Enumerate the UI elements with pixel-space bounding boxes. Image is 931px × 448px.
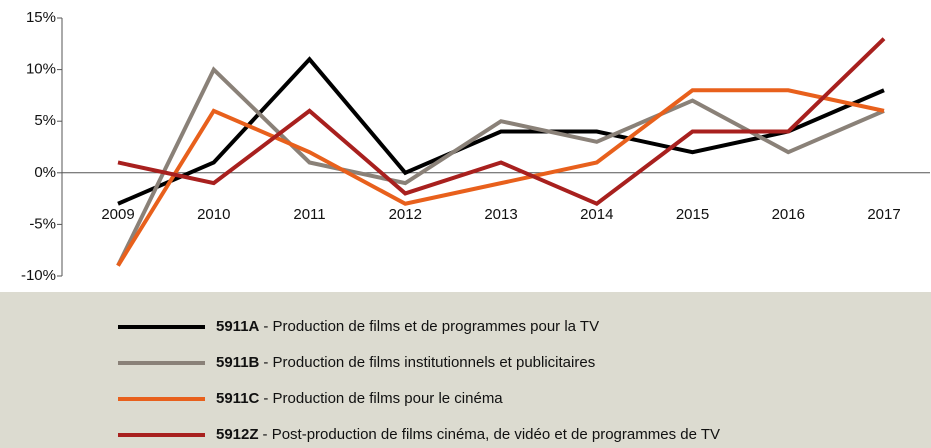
x-tick-label: 2010: [197, 206, 230, 223]
x-tick-label: 2012: [389, 206, 422, 223]
y-tick-label: -10%: [21, 267, 56, 284]
y-tick-label: 10%: [26, 61, 56, 78]
legend-description: - Production de films institutionnels et…: [263, 354, 595, 371]
series-line: [117, 37, 886, 207]
legend-description: - Production de films et de programmes p…: [263, 318, 599, 335]
x-tick-label: 2013: [484, 206, 517, 223]
x-tick-label: 2011: [293, 206, 325, 223]
legend-code: 5911A: [216, 318, 260, 335]
x-tick-label: 2014: [580, 206, 613, 223]
legend-label: 5912Z - Post-production de films cinéma, …: [216, 426, 720, 443]
legend-background: [0, 292, 931, 448]
legend-description: - Post-production de films cinéma, de vi…: [263, 426, 720, 443]
x-tick-label: 2017: [867, 206, 900, 223]
legend-label: 5911B - Production de films institutionne…: [216, 354, 595, 371]
y-tick-label: 0%: [34, 164, 56, 181]
legend-code: 5911C: [216, 390, 260, 407]
legend-label: 5911C - Production de films pour le ciném…: [216, 390, 503, 407]
y-tick-label: 15%: [26, 9, 56, 26]
series-line: [116, 88, 885, 267]
y-tick-label: -5%: [29, 215, 56, 232]
x-tick-label: 2015: [676, 206, 709, 223]
legend-code: 5912Z: [216, 426, 259, 443]
y-tick-label: 5%: [34, 112, 56, 129]
x-tick-label: 2009: [101, 206, 134, 223]
legend-code: 5911B: [216, 354, 260, 371]
legend-description: - Production de films pour le cinéma: [263, 390, 503, 407]
legend-label: 5911A - Production de films et de program…: [216, 318, 599, 335]
x-tick-label: 2016: [772, 206, 805, 223]
series-line: [117, 56, 885, 206]
series-line: [116, 66, 885, 267]
